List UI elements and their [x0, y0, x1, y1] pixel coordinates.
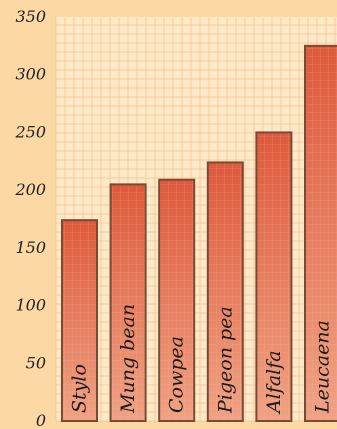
bar-texture: [207, 162, 243, 421]
y-tick-label: 0: [36, 411, 46, 429]
y-axis-ticks: 0 50 100 150 200 250 300 350: [14, 7, 46, 429]
y-tick-label: 50: [26, 353, 46, 372]
category-label: Leucaena: [312, 320, 334, 414]
y-tick-label: 200: [14, 180, 46, 199]
category-label: Alfalfa: [263, 350, 285, 415]
category-label: Pigeon pea: [214, 306, 236, 414]
bar-outline: [206, 161, 244, 422]
category-label: Cowpea: [166, 336, 188, 413]
y-tick-label: 150: [15, 238, 46, 257]
y-tick-label: 100: [15, 296, 46, 315]
bar-outline: [255, 131, 293, 423]
bar-texture: [159, 179, 195, 421]
bar-outline: [61, 219, 98, 422]
bar-texture: [256, 132, 292, 421]
y-tick-label: 300: [15, 65, 46, 84]
bars: [61, 44, 337, 423]
bar-outline: [304, 44, 337, 422]
category-label: Stylo: [69, 364, 91, 413]
category-label: Mung bean: [117, 304, 139, 414]
y-tick-label: 250: [14, 122, 46, 141]
y-tick-label: 350: [15, 7, 46, 26]
bar-texture: [110, 184, 146, 421]
bar-texture: [62, 220, 97, 421]
bar-outline: [158, 178, 196, 422]
bar-texture: [305, 45, 337, 421]
plot-background: [56, 17, 337, 421]
bar-outline: [109, 183, 147, 422]
category-labels: Stylo Mung bean Cowpea Pigeon pea Alfalfa Leu…: [69, 304, 334, 415]
